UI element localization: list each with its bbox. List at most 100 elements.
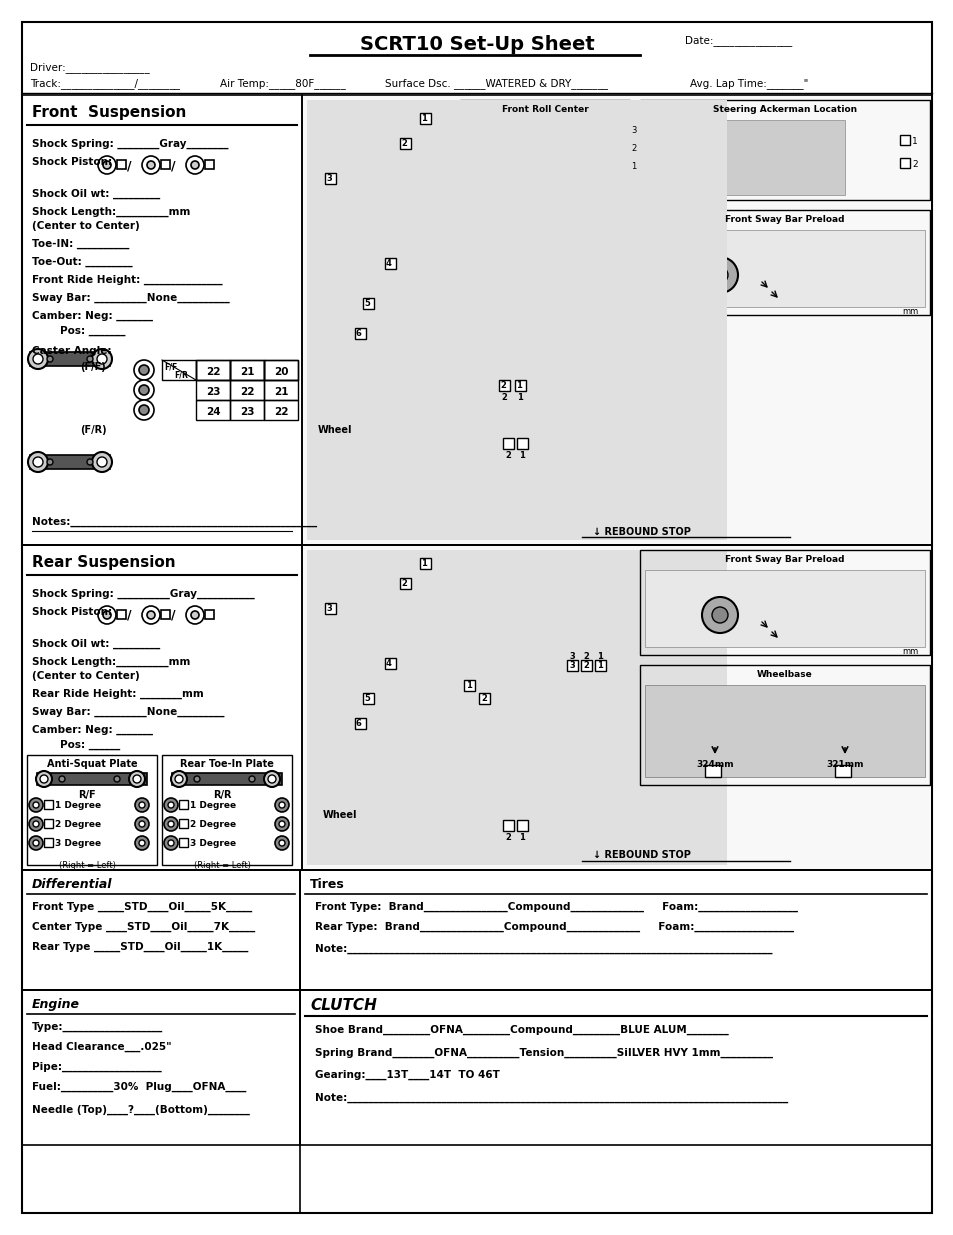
Circle shape [268, 776, 275, 783]
Text: Rear Type:  Brand________________Compound______________     Foam:_______________: Rear Type: Brand________________Compound… [314, 923, 793, 932]
Bar [325, 173, 335, 184]
Bar [30, 454, 110, 469]
Text: Fuel:__________30%  Plug____OFNA____: Fuel:__________30% Plug____OFNA____ [32, 1082, 246, 1092]
Bar [172, 773, 282, 785]
Text: Pos: ______: Pos: ______ [60, 740, 120, 751]
Circle shape [29, 836, 43, 850]
Text: Pos: _______: Pos: _______ [60, 326, 126, 336]
Bar [459, 100, 629, 190]
Text: Front Ride Height: _______________: Front Ride Height: _______________ [32, 275, 222, 285]
Text: Front Type _____STD____Oil_____5K_____: Front Type _____STD____Oil_____5K_____ [32, 902, 252, 913]
Text: /: / [171, 159, 175, 172]
Circle shape [103, 161, 111, 169]
Text: Toe-IN: __________: Toe-IN: __________ [32, 240, 130, 249]
Circle shape [133, 400, 153, 420]
Text: 1: 1 [597, 661, 602, 671]
Text: Note:___________________________________________________________________________: Note:___________________________________… [314, 944, 772, 955]
Circle shape [91, 452, 112, 472]
Bar [299, 869, 931, 990]
Text: 2: 2 [630, 144, 636, 153]
Circle shape [91, 350, 112, 369]
Text: Front  Suspension: Front Suspension [32, 105, 186, 120]
Text: 6: 6 [355, 329, 361, 338]
Bar [162, 755, 292, 864]
Bar [419, 112, 431, 124]
Text: F/R: F/R [173, 370, 188, 379]
Text: Wheel: Wheel [322, 810, 356, 820]
Text: Anti-Squat Plate: Anti-Squat Plate [47, 760, 137, 769]
Text: (F/F): (F/F) [80, 362, 106, 372]
Circle shape [174, 776, 183, 783]
Text: (Center to Center): (Center to Center) [32, 671, 139, 680]
Bar [22, 95, 302, 545]
Text: Pipe:___________________: Pipe:___________________ [32, 1062, 162, 1072]
Text: Type:___________________: Type:___________________ [32, 1023, 163, 1032]
Bar [30, 352, 110, 366]
Circle shape [133, 359, 153, 380]
Circle shape [607, 144, 616, 152]
Text: Head Clearance___.025": Head Clearance___.025" [32, 1042, 172, 1052]
Bar [230, 359, 264, 380]
Text: Shock Spring: ________Gray________: Shock Spring: ________Gray________ [32, 140, 229, 149]
Text: 3: 3 [568, 652, 574, 661]
Circle shape [33, 457, 43, 467]
Bar [195, 400, 230, 420]
Text: 3 Degree: 3 Degree [190, 839, 236, 848]
Circle shape [28, 350, 48, 369]
Bar [566, 659, 578, 671]
Circle shape [164, 798, 178, 811]
Bar [162, 359, 195, 380]
Bar [195, 380, 230, 400]
Circle shape [193, 776, 200, 782]
Circle shape [97, 457, 107, 467]
Text: 23: 23 [239, 408, 254, 417]
Circle shape [36, 771, 52, 787]
Text: Shock Piston:: Shock Piston: [32, 606, 112, 618]
Bar [639, 664, 929, 785]
Text: Front Sway Bar Preload: Front Sway Bar Preload [724, 555, 843, 564]
Bar [299, 990, 931, 1145]
Circle shape [139, 840, 145, 846]
Text: 6: 6 [355, 719, 361, 727]
Bar [363, 693, 374, 704]
Circle shape [711, 267, 727, 283]
Text: Shock Length:__________mm: Shock Length:__________mm [32, 657, 191, 667]
Text: 2: 2 [500, 393, 506, 403]
Text: 3: 3 [326, 604, 332, 613]
Circle shape [33, 821, 39, 827]
Text: R/F: R/F [78, 790, 95, 800]
Circle shape [33, 354, 43, 364]
Text: 1 Degree: 1 Degree [55, 802, 101, 810]
Text: /: / [127, 159, 132, 172]
Text: 2 Degree: 2 Degree [55, 820, 101, 829]
Circle shape [278, 840, 285, 846]
Text: /: / [127, 609, 132, 622]
Circle shape [103, 611, 111, 619]
Bar [644, 571, 924, 647]
Text: 1: 1 [516, 382, 521, 390]
Bar [44, 800, 53, 809]
Text: 2: 2 [499, 382, 505, 390]
Text: Rear Suspension: Rear Suspension [32, 555, 175, 571]
Circle shape [607, 162, 616, 170]
Bar [307, 100, 726, 540]
Text: Notes:_______________________________________________: Notes:__________________________________… [32, 517, 316, 527]
Bar [639, 550, 929, 655]
Circle shape [97, 354, 107, 364]
Text: Rear Ride Height: ________mm: Rear Ride Height: ________mm [32, 689, 204, 699]
Text: /: / [171, 609, 175, 622]
Circle shape [147, 161, 154, 169]
Bar [307, 550, 726, 864]
Bar [117, 610, 126, 619]
Text: 2: 2 [400, 140, 406, 148]
Bar [363, 298, 374, 309]
Bar [595, 659, 605, 671]
Text: Air Temp:_____80F______: Air Temp:_____80F______ [220, 78, 345, 89]
Circle shape [59, 776, 65, 782]
Text: 1: 1 [630, 162, 636, 170]
Circle shape [701, 597, 738, 634]
Circle shape [139, 802, 145, 808]
Text: 3: 3 [326, 174, 332, 183]
Text: Front Type:  Brand________________Compound______________     Foam:______________: Front Type: Brand________________Compoun… [314, 902, 797, 913]
Circle shape [168, 840, 173, 846]
